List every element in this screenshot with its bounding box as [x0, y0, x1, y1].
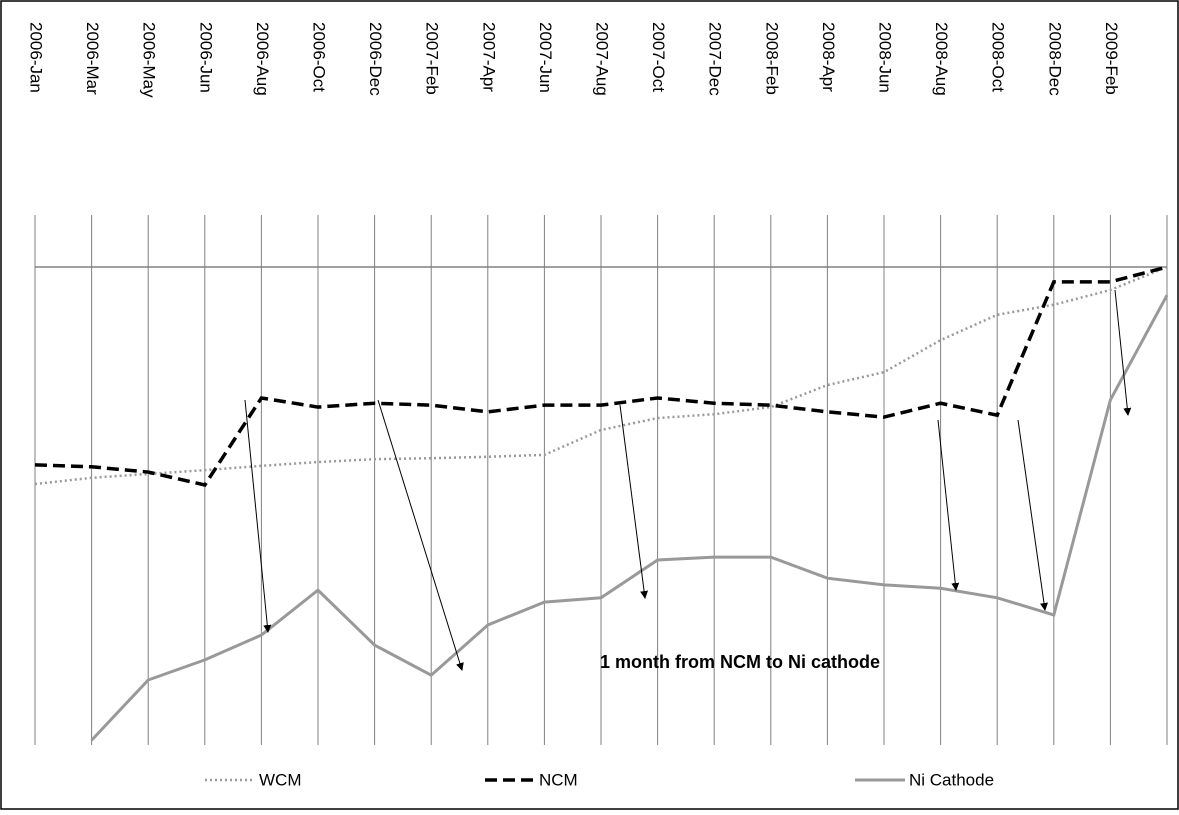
- legend-label: Ni Cathode: [909, 770, 994, 789]
- x-tick-label: 2008-Feb: [762, 22, 781, 95]
- x-tick-label: 2006-May: [140, 22, 159, 98]
- annotation: 1 month from NCM to Ni cathode: [600, 652, 880, 672]
- x-tick-label: 2008-Apr: [819, 22, 838, 92]
- x-tick-label: 2007-Feb: [423, 22, 442, 95]
- arrow: [377, 399, 464, 671]
- series-line: [34, 265, 1168, 487]
- x-tick-label: 2008-Dec: [1045, 22, 1064, 96]
- x-tick-label: 2008-Jun: [876, 22, 895, 93]
- legend-label: NCM: [539, 770, 578, 789]
- x-tick-label: 2007-Oct: [649, 22, 668, 92]
- x-tick-label: 2009-Feb: [1102, 22, 1121, 95]
- x-tick-label: 2007-Apr: [479, 22, 498, 92]
- arrow: [244, 399, 272, 633]
- x-tick-label: 2006-Dec: [366, 22, 385, 96]
- arrow: [1114, 289, 1132, 416]
- arrow: [619, 404, 649, 599]
- x-tick-label: 2006-Aug: [253, 22, 272, 96]
- arrow: [1017, 419, 1048, 611]
- legend-label: WCM: [259, 770, 301, 789]
- x-tick-label: 2007-Aug: [593, 22, 612, 96]
- x-tick-label: 2006-Jun: [196, 22, 215, 93]
- x-tick-label: 2008-Aug: [932, 22, 951, 96]
- arrow: [937, 419, 960, 591]
- x-tick-label: 2008-Oct: [989, 22, 1008, 92]
- arrows: [244, 289, 1132, 671]
- x-tick-label: 2007-Dec: [706, 22, 725, 96]
- x-tick-label: 2006-Mar: [83, 22, 102, 95]
- x-tick-label: 2006-Jan: [27, 22, 46, 93]
- x-tick-label: 2007-Jun: [536, 22, 555, 93]
- x-tick-label: 2006-Oct: [310, 22, 329, 92]
